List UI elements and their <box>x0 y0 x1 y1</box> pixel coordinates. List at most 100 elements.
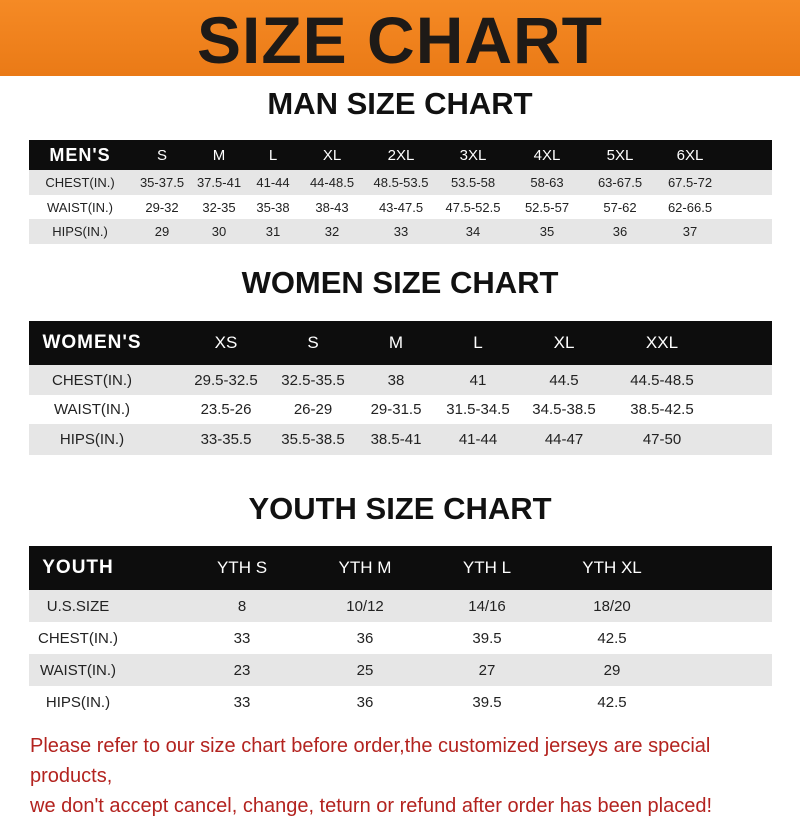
table-cell: 44.5 <box>549 371 579 389</box>
measurement-label: HIPS(IN.) <box>52 224 108 239</box>
size-header-cell: XXL <box>645 333 679 352</box>
banner-title: SIZE CHART <box>197 3 603 77</box>
table-cell: 27 <box>478 661 496 679</box>
table-cell: 33 <box>233 629 251 647</box>
table-cell: 29.5-32.5 <box>194 371 258 389</box>
table-cell: 63-67.5 <box>597 175 643 190</box>
table-header-row: MEN'S S M L XL 2XL 3XL 4XL 5XL 6XL <box>29 140 772 170</box>
women-section-title: WOMEN SIZE CHART <box>241 265 559 300</box>
table-header-row: WOMEN'S XS S M L XL XXL <box>29 321 772 365</box>
size-header-cell: M <box>388 333 404 352</box>
notice-line-1: Please refer to our size chart before or… <box>30 735 711 787</box>
table-cell: 33 <box>233 693 251 711</box>
table-cell: 36 <box>356 629 374 647</box>
measurement-label: HIPS(IN.) <box>59 431 125 448</box>
table-row: WAIST(IN.) 23.5-26 26-29 29-31.5 31.5-34.5 34… <box>29 395 772 424</box>
table-cell: 26-29 <box>293 401 333 418</box>
table-cell: 58-63 <box>530 175 564 190</box>
table-cell: 14/16 <box>468 597 506 615</box>
table-row: CHEST(IN.) 33 36 39.5 42.5 <box>29 622 772 654</box>
table-cell: 48.5-53.5 <box>373 175 429 190</box>
measurement-label: WAIST(IN.) <box>47 199 113 215</box>
size-header-cell: 4XL <box>533 146 561 164</box>
table-cell: 37.5-41 <box>196 175 242 190</box>
table-cell: 44-48.5 <box>309 175 355 190</box>
table-row: CHEST(IN.) 35-37.5 37.5-41 41-44 44-48.5 48.5… <box>29 170 772 195</box>
measurement-label: CHEST(IN.) <box>45 175 115 190</box>
table-cell: 29-31.5 <box>370 401 422 418</box>
measurement-label: U.S.SIZE <box>46 597 110 615</box>
size-header-cell: YTH L <box>462 558 512 577</box>
youth-section-title: YOUTH SIZE CHART <box>248 491 552 526</box>
table-cell: 23 <box>233 661 251 679</box>
size-header-cell: L <box>473 333 483 352</box>
table-title-cell: WOMEN'S <box>42 332 142 353</box>
table-cell: 38.5-41 <box>370 431 422 448</box>
size-header-cell: XS <box>214 333 238 352</box>
table-row: HIPS(IN.) 29 30 31 32 33 34 35 36 37 <box>29 219 772 244</box>
table-cell: 38-43 <box>315 199 349 215</box>
table-cell: 18/20 <box>593 597 631 615</box>
size-header-cell: YTH XL <box>582 558 642 577</box>
table-cell: 35-38 <box>256 199 290 215</box>
size-header-cell: 6XL <box>676 146 704 164</box>
size-header-cell: S <box>307 333 319 352</box>
table-cell: 39.5 <box>472 693 502 711</box>
table-cell: 53.5-58 <box>450 175 496 190</box>
table-cell: 67.5-72 <box>667 175 713 190</box>
measurement-label: CHEST(IN.) <box>52 371 132 389</box>
table-cell: 41-44 <box>458 431 498 448</box>
table-cell: 30 <box>211 224 227 239</box>
table-title-cell: MEN'S <box>49 144 111 165</box>
table-cell: 52.5-57 <box>524 199 570 215</box>
size-header-cell: L <box>268 146 278 164</box>
table-row: HIPS(IN.) 33 36 39.5 42.5 <box>29 686 772 718</box>
table-cell: 35.5-38.5 <box>281 431 345 448</box>
table-cell: 47-50 <box>642 431 682 448</box>
men-section-title: MAN SIZE CHART <box>267 86 533 121</box>
table-cell: 38 <box>387 371 405 389</box>
size-header-cell: 2XL <box>387 146 415 164</box>
size-header-cell: 3XL <box>459 146 487 164</box>
table-row: WAIST(IN.) 29-32 32-35 35-38 38-43 43-47.5 47.… <box>29 195 772 219</box>
table-row: HIPS(IN.) 33-35.5 35.5-38.5 38.5-41 41-44 44-… <box>29 424 772 455</box>
measurement-label: WAIST(IN.) <box>39 661 117 679</box>
table-cell: 29 <box>603 661 621 679</box>
size-header-cell: YTH S <box>216 558 268 577</box>
notice-line-2: we don't accept cancel, change, teturn o… <box>30 795 713 817</box>
table-cell: 32-35 <box>202 199 236 215</box>
table-row: CHEST(IN.) 29.5-32.5 32.5-35.5 38 41 44.5 44.5… <box>29 365 772 395</box>
table-cell: 57-62 <box>603 199 637 215</box>
table-cell: 35 <box>539 224 555 239</box>
table-cell: 31 <box>265 224 281 239</box>
table-cell: 10/12 <box>346 597 384 615</box>
table-cell: 23.5-26 <box>200 401 252 418</box>
table-cell: 37 <box>682 224 698 239</box>
banner: SIZE CHART <box>0 0 800 77</box>
table-cell: 41 <box>469 371 487 389</box>
measurement-label: WAIST(IN.) <box>53 401 131 418</box>
table-header-row: YOUTH YTH S YTH M YTH L YTH XL <box>29 546 772 590</box>
table-cell: 29 <box>154 224 170 239</box>
size-header-cell: 5XL <box>606 146 634 164</box>
table-cell: 62-66.5 <box>667 199 713 215</box>
table-cell: 41-44 <box>256 175 290 190</box>
table-cell: 42.5 <box>597 693 627 711</box>
table-title-cell: YOUTH <box>42 557 114 578</box>
size-header-cell: XL <box>553 333 575 352</box>
size-header-cell: S <box>156 146 168 164</box>
table-cell: 32.5-35.5 <box>281 371 345 389</box>
table-cell: 8 <box>237 597 247 615</box>
table-cell: 36 <box>356 693 374 711</box>
table-cell: 35-37.5 <box>139 175 185 190</box>
size-header-cell: XL <box>322 146 342 164</box>
table-cell: 25 <box>356 661 374 679</box>
measurement-label: HIPS(IN.) <box>45 693 111 711</box>
table-cell: 39.5 <box>472 629 502 647</box>
table-row: U.S.SIZE 8 10/12 14/16 18/20 <box>29 590 772 622</box>
table-cell: 44-47 <box>544 431 584 448</box>
size-header-cell: M <box>212 146 226 164</box>
measurement-label: CHEST(IN.) <box>38 629 118 647</box>
size-header-cell: YTH M <box>338 558 392 577</box>
table-cell: 33 <box>393 224 409 239</box>
